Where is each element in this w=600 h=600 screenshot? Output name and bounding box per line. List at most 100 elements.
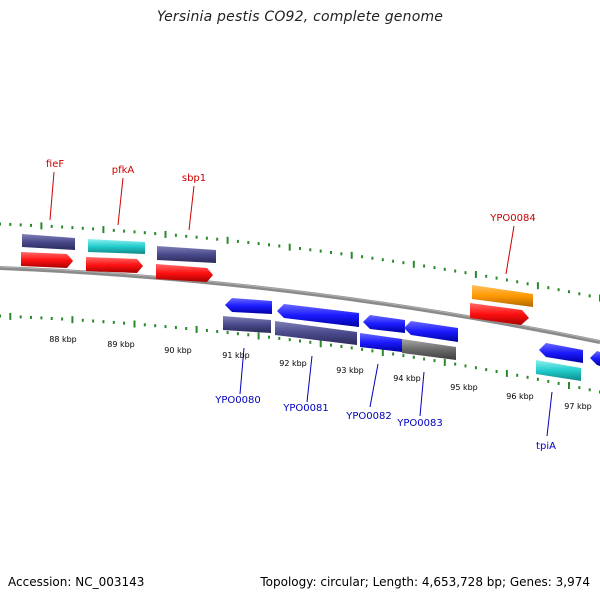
YPO0081-label[interactable]: YPO0081	[282, 403, 328, 414]
forward-track-minor-tick	[133, 230, 136, 234]
reverse-track-minor-tick	[495, 370, 498, 373]
forward-track-minor-tick	[299, 247, 301, 250]
forward-labels: fieF pfkA sbp1 YPO0084	[46, 159, 536, 275]
forward-track-minor-tick	[19, 223, 22, 227]
gene-YPO0083-gene-bar	[402, 339, 456, 360]
gene-fieF[interactable]	[21, 234, 75, 268]
reverse-track-minor-tick	[392, 352, 395, 356]
reverse-track-major-tick	[257, 332, 260, 340]
forward-track-minor-tick	[143, 231, 146, 235]
forward-track-minor-tick	[516, 280, 519, 284]
reverse-track-major-tick	[71, 316, 74, 324]
forward-track-major-tick	[164, 230, 167, 238]
gene-YPO0084[interactable]	[470, 285, 533, 325]
forward-track-minor-tick	[216, 237, 219, 241]
reverse-track-minor-tick	[330, 343, 332, 347]
gene-YPO0080-cds-arrow	[225, 298, 272, 314]
reverse-track-minor-tick	[123, 321, 126, 325]
sbp1-label[interactable]: sbp1	[182, 173, 206, 184]
gene-YPO0080[interactable]	[223, 298, 272, 333]
gene-YPO0082-cds-arrow	[363, 315, 405, 333]
reverse-track-minor-tick	[154, 324, 157, 328]
reverse-track-minor-tick	[299, 339, 301, 343]
forward-track-minor-tick	[92, 227, 95, 231]
reverse-track-minor-tick	[236, 332, 239, 336]
pfkA-leader-line	[117, 177, 124, 226]
reverse-track-minor-tick	[412, 355, 415, 359]
gene-sbp1[interactable]	[156, 246, 216, 282]
gene-tpiA-cds-arrow	[539, 343, 583, 363]
forward-track-minor-tick	[0, 222, 1, 226]
gene-YPO0080-gene-bar	[223, 316, 271, 333]
forward-track-minor-tick	[112, 228, 115, 232]
forward-track-minor-tick	[361, 255, 364, 259]
YPO0082-leader-line	[369, 363, 379, 408]
forward-track-minor-tick	[205, 236, 208, 240]
YPO0084-leader-line	[505, 225, 515, 275]
reverse-track-minor-tick	[112, 320, 115, 324]
reverse-track-minor-tick	[92, 319, 95, 323]
forward-track-major-tick	[102, 226, 105, 234]
scale-label: 92 kbp	[279, 359, 307, 368]
YPO0083-label[interactable]: YPO0083	[396, 418, 442, 429]
reverse-track-major-tick	[9, 312, 12, 320]
forward-track-minor-tick	[495, 276, 498, 280]
reverse-track-minor-tick	[578, 386, 581, 390]
reverse-track-minor-tick	[81, 318, 84, 322]
reverse-tick-track	[0, 312, 600, 394]
reverse-track-minor-tick	[485, 368, 488, 372]
sbp1-leader-line	[188, 185, 195, 231]
forward-track-minor-tick	[61, 225, 64, 229]
forward-track-minor-tick	[485, 274, 488, 278]
reverse-track-minor-tick	[61, 317, 64, 321]
YPO0082-label[interactable]: YPO0082	[345, 411, 391, 422]
reverse-track-minor-tick	[278, 336, 281, 340]
gene-YPO0082[interactable]	[360, 315, 405, 352]
forward-track-minor-tick	[247, 241, 250, 244]
forward-track-minor-tick	[454, 269, 457, 273]
forward-track-minor-tick	[568, 290, 570, 294]
reverse-track-minor-tick	[423, 357, 426, 361]
forward-track-minor-tick	[547, 286, 550, 290]
gene-pfkA[interactable]	[86, 239, 145, 273]
forward-track-major-tick	[350, 251, 353, 259]
tpiA-label[interactable]: tpiA	[536, 441, 556, 452]
gene-YPO0082-gene-bar	[360, 333, 402, 352]
forward-track-minor-tick	[50, 224, 53, 228]
forward-track-minor-tick	[174, 233, 177, 237]
YPO0080-leader-line	[239, 347, 245, 395]
gene-fieF-gene-bar	[22, 234, 75, 250]
forward-track-major-tick	[226, 236, 229, 244]
YPO0080-label[interactable]: YPO0080	[214, 395, 260, 406]
forward-track-minor-tick	[71, 226, 74, 230]
forward-track-minor-tick	[526, 282, 529, 286]
forward-track-minor-tick	[392, 259, 395, 263]
gene-pfkA-cds-arrow	[86, 257, 143, 273]
gene-YPO0081-cds-arrow	[277, 304, 359, 327]
reverse-track-minor-tick	[340, 345, 343, 348]
reverse-track-minor-tick	[526, 375, 529, 379]
forward-track-major-tick	[288, 243, 291, 251]
pfkA-label[interactable]: pfkA	[112, 165, 135, 176]
reverse-track-minor-tick	[288, 338, 291, 342]
reverse-track-minor-tick	[247, 333, 250, 337]
reverse-labels: YPO0080 YPO0081 YPO0082 YPO0083 tpiA	[214, 347, 556, 452]
forward-track-minor-tick	[505, 278, 508, 282]
reverse-track-minor-tick	[557, 381, 560, 385]
reverse-track-minor-tick	[516, 373, 519, 377]
gene-tpiA[interactable]	[536, 343, 583, 381]
gene-YPO0083[interactable]	[402, 321, 458, 360]
fieF-label[interactable]: fieF	[46, 159, 64, 170]
gene-next-partial-cds-arrow	[590, 351, 600, 366]
genome-backbone-highlight	[0, 266, 600, 342]
forward-track-major-tick	[474, 271, 477, 278]
YPO0084-label[interactable]: YPO0084	[489, 213, 535, 224]
gene-YPO0081[interactable]	[275, 304, 359, 345]
forward-track-minor-tick	[30, 223, 32, 227]
gene-next-partial[interactable]	[590, 351, 600, 366]
reverse-track-minor-tick	[19, 315, 22, 319]
reverse-track-minor-tick	[185, 327, 188, 330]
scale-label: 90 kbp	[164, 346, 192, 355]
forward-track-minor-tick	[371, 256, 374, 260]
forward-track-minor-tick	[340, 252, 343, 256]
